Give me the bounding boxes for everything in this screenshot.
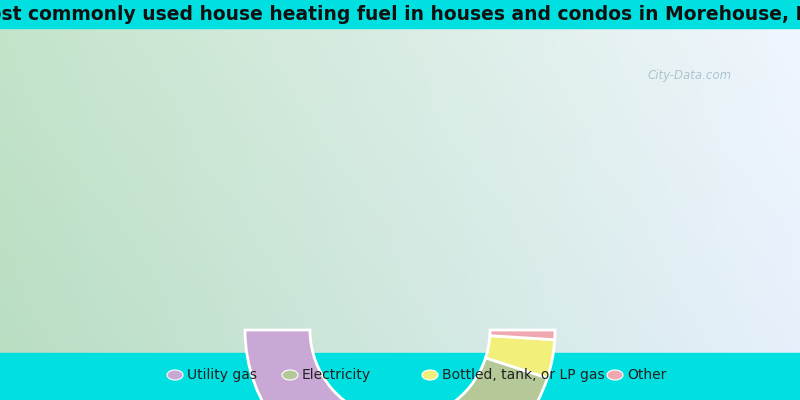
Text: Most commonly used house heating fuel in houses and condos in Morehouse, MO: Most commonly used house heating fuel in… [0,4,800,24]
Text: Utility gas: Utility gas [187,368,257,382]
Ellipse shape [422,370,438,380]
Bar [0,0,800,28]
Bar [0,353,800,400]
Text: Other: Other [627,368,666,382]
Wedge shape [245,330,387,400]
Ellipse shape [607,370,623,380]
Wedge shape [378,358,547,400]
Text: Electricity: Electricity [302,368,371,382]
Text: Bottled, tank, or LP gas: Bottled, tank, or LP gas [442,368,605,382]
Ellipse shape [282,370,298,380]
Ellipse shape [167,370,183,380]
Wedge shape [490,330,555,340]
Wedge shape [486,336,554,378]
Text: City-Data.com: City-Data.com [648,68,732,82]
